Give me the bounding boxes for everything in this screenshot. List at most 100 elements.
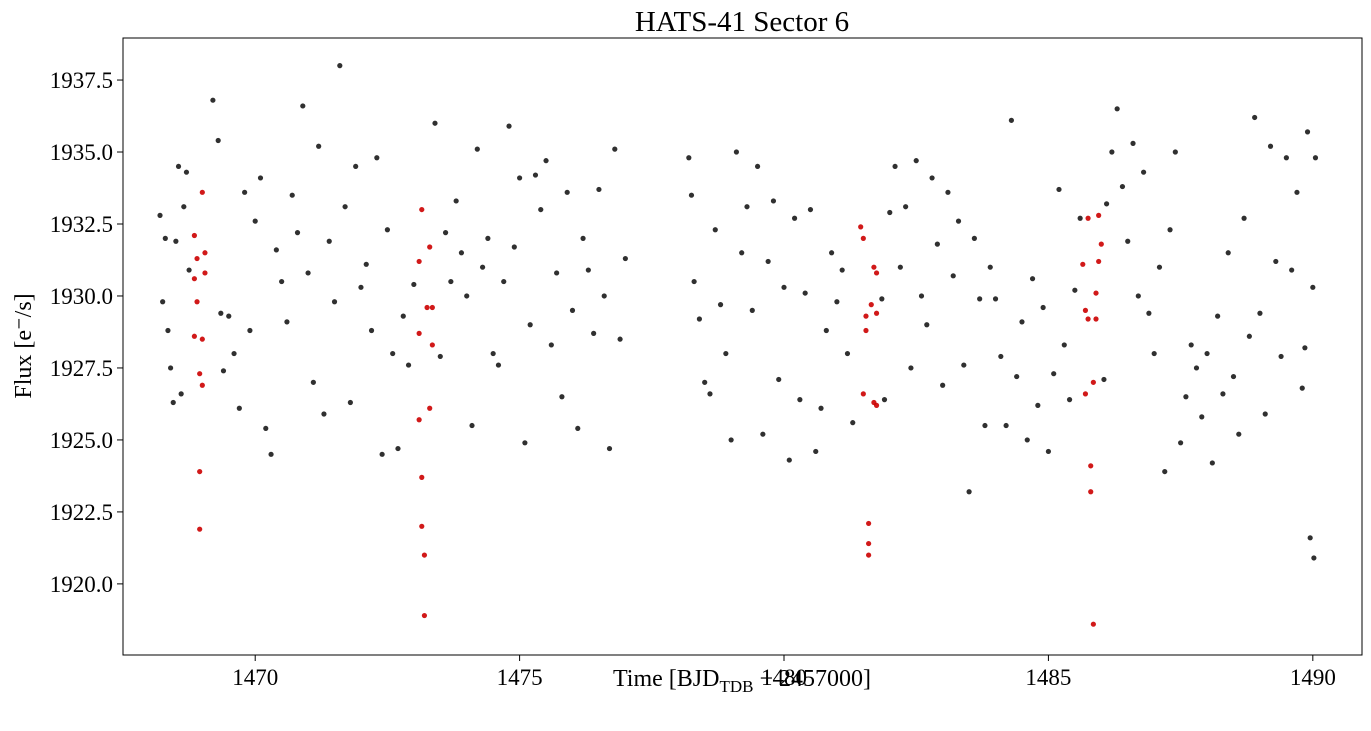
data-point (717, 302, 724, 308)
data-point (873, 310, 880, 316)
data-point (1199, 414, 1205, 420)
data-point (860, 391, 866, 397)
data-point (733, 149, 740, 155)
data-point (863, 327, 869, 334)
data-point (1302, 345, 1308, 351)
data-point (786, 457, 792, 463)
data-point (918, 293, 925, 299)
data-point (458, 250, 465, 256)
data-point (368, 327, 375, 334)
data-point (1103, 201, 1110, 207)
data-point (218, 310, 224, 316)
data-point (419, 206, 425, 213)
data-point (1098, 241, 1104, 247)
data-point (1273, 258, 1279, 265)
data-point (1014, 373, 1020, 380)
data-point (971, 235, 977, 241)
data-point (252, 218, 258, 224)
data-point (353, 163, 359, 170)
data-point (575, 425, 581, 432)
data-point (702, 379, 708, 385)
y-tick-label: 1922.5 (50, 500, 113, 525)
data-point (1204, 350, 1210, 357)
data-point (813, 448, 819, 455)
data-point (464, 293, 470, 299)
data-point (511, 244, 517, 250)
data-point (231, 350, 237, 357)
data-point (1310, 284, 1316, 290)
x-tick-label: 1475 (497, 665, 543, 690)
data-point (1088, 489, 1094, 495)
data-point (879, 296, 885, 302)
data-point (432, 120, 438, 126)
data-point (321, 411, 327, 417)
data-point (617, 336, 623, 342)
data-point (564, 189, 570, 195)
x-tick-label: 1490 (1290, 665, 1336, 690)
data-point (442, 230, 449, 236)
data-point (506, 123, 512, 129)
data-point (157, 212, 163, 218)
data-point (210, 97, 216, 103)
data-point (1225, 250, 1231, 256)
data-point (1299, 385, 1305, 391)
data-point (945, 189, 951, 195)
data-point (220, 368, 227, 374)
data-point (405, 362, 412, 368)
data-point (1283, 155, 1289, 161)
chart-title: HATS-41 Sector 6 (635, 6, 849, 38)
data-point (1029, 276, 1036, 282)
data-point (532, 172, 539, 178)
data-point (160, 299, 166, 305)
data-point (199, 336, 205, 342)
data-point (178, 391, 184, 397)
data-point (897, 264, 903, 270)
data-point (1252, 114, 1258, 121)
data-point (559, 394, 565, 400)
data-point (1167, 227, 1173, 233)
data-point (1236, 431, 1242, 437)
data-point (215, 137, 221, 144)
data-point (170, 399, 176, 406)
data-point (723, 350, 729, 357)
data-point (453, 198, 459, 204)
data-point (400, 313, 406, 319)
y-tick-label: 1937.5 (50, 68, 113, 93)
y-tick-label: 1930.0 (50, 284, 113, 309)
data-point (1061, 342, 1067, 348)
data-point (379, 451, 385, 457)
data-point (871, 264, 877, 270)
data-point (1289, 267, 1295, 273)
data-point (363, 261, 369, 267)
data-point (1088, 463, 1094, 469)
data-point (331, 299, 338, 305)
data-point (1119, 183, 1126, 190)
data-point (427, 244, 433, 250)
data-point (1241, 215, 1247, 221)
data-point (950, 273, 956, 279)
data-point (802, 290, 808, 296)
data-point (490, 350, 496, 357)
data-point (191, 232, 197, 239)
data-point (744, 204, 750, 210)
data-point (776, 376, 782, 383)
data-point (384, 227, 391, 233)
data-point (1267, 143, 1274, 149)
data-point (1162, 468, 1168, 475)
data-point (868, 302, 874, 308)
data-point (622, 255, 628, 262)
data-point (797, 397, 803, 403)
data-point (580, 235, 586, 241)
data-point (844, 350, 851, 357)
data-point (1093, 316, 1099, 322)
data-point (469, 422, 475, 429)
data-point (1125, 238, 1131, 244)
data-point (1082, 307, 1089, 313)
x-tick-label: 1480 (761, 665, 807, 690)
data-point (316, 143, 322, 149)
data-point (1035, 402, 1041, 408)
data-point (585, 267, 591, 273)
data-point (479, 264, 486, 270)
data-point (1072, 287, 1078, 293)
data-point (1096, 212, 1102, 218)
